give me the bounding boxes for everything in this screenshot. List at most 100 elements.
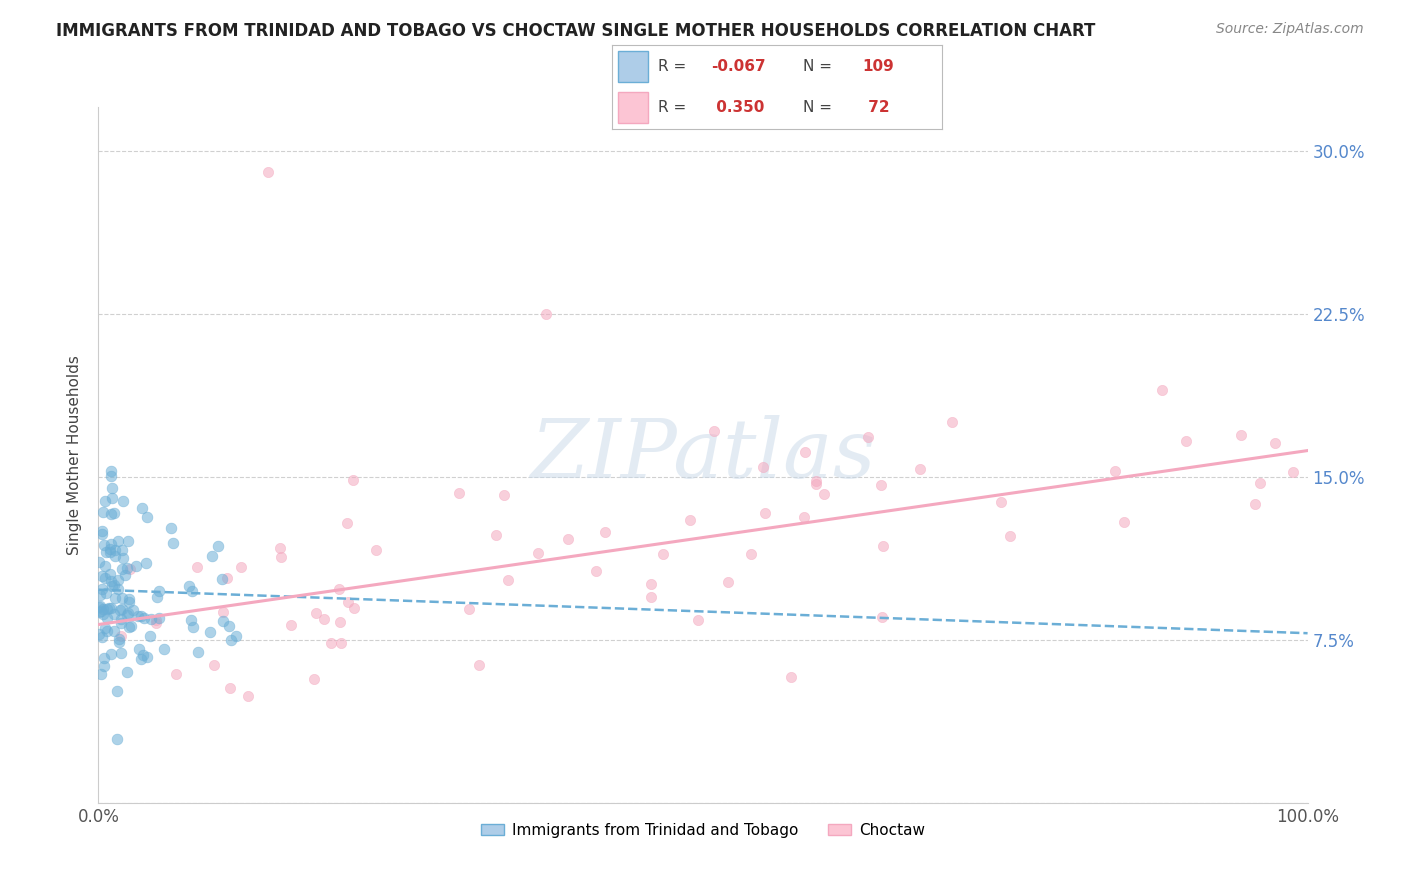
Point bbox=[207, 539, 229, 553]
Text: N =: N = bbox=[803, 100, 832, 115]
Point bbox=[104, 549, 127, 564]
Point bbox=[112, 551, 135, 566]
Text: 109: 109 bbox=[863, 59, 894, 74]
Point bbox=[752, 459, 775, 474]
Point bbox=[211, 572, 233, 586]
Point bbox=[1230, 427, 1253, 442]
Point bbox=[129, 651, 152, 665]
Point bbox=[93, 659, 115, 673]
Point bbox=[90, 582, 112, 596]
Point bbox=[87, 555, 110, 569]
Point bbox=[94, 571, 117, 585]
Point bbox=[1281, 465, 1303, 479]
Point bbox=[117, 606, 139, 620]
Point bbox=[804, 477, 827, 491]
Point bbox=[1249, 475, 1271, 490]
Point bbox=[112, 493, 135, 508]
Point bbox=[1243, 497, 1265, 511]
Point bbox=[103, 624, 125, 639]
Point bbox=[132, 648, 155, 663]
Point bbox=[105, 683, 128, 698]
Text: 72: 72 bbox=[863, 100, 890, 115]
Point bbox=[100, 537, 122, 551]
Point bbox=[132, 611, 155, 625]
Point bbox=[89, 599, 111, 614]
Point bbox=[110, 629, 132, 643]
Point bbox=[117, 533, 139, 548]
Point bbox=[91, 601, 114, 615]
Point bbox=[110, 612, 132, 626]
Point bbox=[181, 584, 204, 599]
Point bbox=[138, 629, 160, 643]
Point bbox=[585, 564, 607, 578]
Point bbox=[104, 591, 127, 606]
Point bbox=[91, 569, 114, 583]
Point bbox=[202, 658, 225, 673]
Point bbox=[108, 602, 131, 616]
Point bbox=[111, 602, 134, 616]
Point bbox=[779, 670, 801, 684]
Point bbox=[494, 488, 516, 502]
Point bbox=[804, 475, 827, 489]
Point bbox=[229, 560, 252, 574]
Point bbox=[115, 607, 138, 622]
Point bbox=[110, 615, 132, 630]
Point bbox=[162, 536, 184, 550]
Point bbox=[91, 630, 114, 644]
Point bbox=[1264, 436, 1286, 450]
Point bbox=[129, 608, 152, 623]
Text: 0.350: 0.350 bbox=[710, 100, 763, 115]
Point bbox=[219, 632, 242, 647]
Point bbox=[212, 605, 235, 619]
Point bbox=[179, 579, 201, 593]
Point bbox=[101, 482, 124, 496]
Point bbox=[1114, 515, 1136, 529]
Point bbox=[108, 635, 131, 649]
Point bbox=[127, 609, 149, 624]
Point bbox=[105, 731, 128, 746]
Point bbox=[117, 595, 139, 609]
Point bbox=[111, 591, 134, 606]
Point bbox=[187, 645, 209, 659]
Text: Source: ZipAtlas.com: Source: ZipAtlas.com bbox=[1216, 22, 1364, 37]
Point bbox=[165, 667, 187, 681]
Point bbox=[337, 595, 360, 609]
Point bbox=[180, 613, 202, 627]
Point bbox=[100, 648, 122, 662]
Y-axis label: Single Mother Households: Single Mother Households bbox=[67, 355, 83, 555]
Point bbox=[496, 573, 519, 587]
Point bbox=[870, 478, 893, 492]
Point bbox=[100, 601, 122, 615]
Point bbox=[153, 641, 176, 656]
Point bbox=[103, 506, 125, 520]
Point bbox=[128, 641, 150, 656]
Text: -0.067: -0.067 bbox=[710, 59, 765, 74]
Point bbox=[91, 524, 114, 538]
Point bbox=[640, 590, 662, 604]
Point bbox=[328, 615, 350, 629]
Text: ZIPatlas: ZIPatlas bbox=[530, 415, 876, 495]
Point bbox=[96, 586, 118, 600]
Point bbox=[93, 621, 115, 635]
Point bbox=[136, 650, 159, 665]
Point bbox=[319, 636, 342, 650]
Point bbox=[114, 567, 136, 582]
Point bbox=[120, 619, 142, 633]
Point bbox=[98, 566, 121, 581]
Point bbox=[740, 547, 762, 561]
Point bbox=[336, 516, 359, 530]
Point bbox=[990, 495, 1012, 509]
Point bbox=[87, 605, 110, 619]
Point bbox=[640, 577, 662, 591]
Point bbox=[679, 513, 702, 527]
Point bbox=[118, 561, 141, 575]
Point bbox=[93, 538, 115, 552]
Point bbox=[211, 614, 233, 628]
Point bbox=[108, 632, 131, 647]
Point bbox=[703, 424, 725, 438]
Point bbox=[225, 629, 247, 643]
Point bbox=[330, 636, 353, 650]
Point bbox=[100, 464, 122, 478]
Point bbox=[280, 618, 302, 632]
Point bbox=[103, 578, 125, 592]
